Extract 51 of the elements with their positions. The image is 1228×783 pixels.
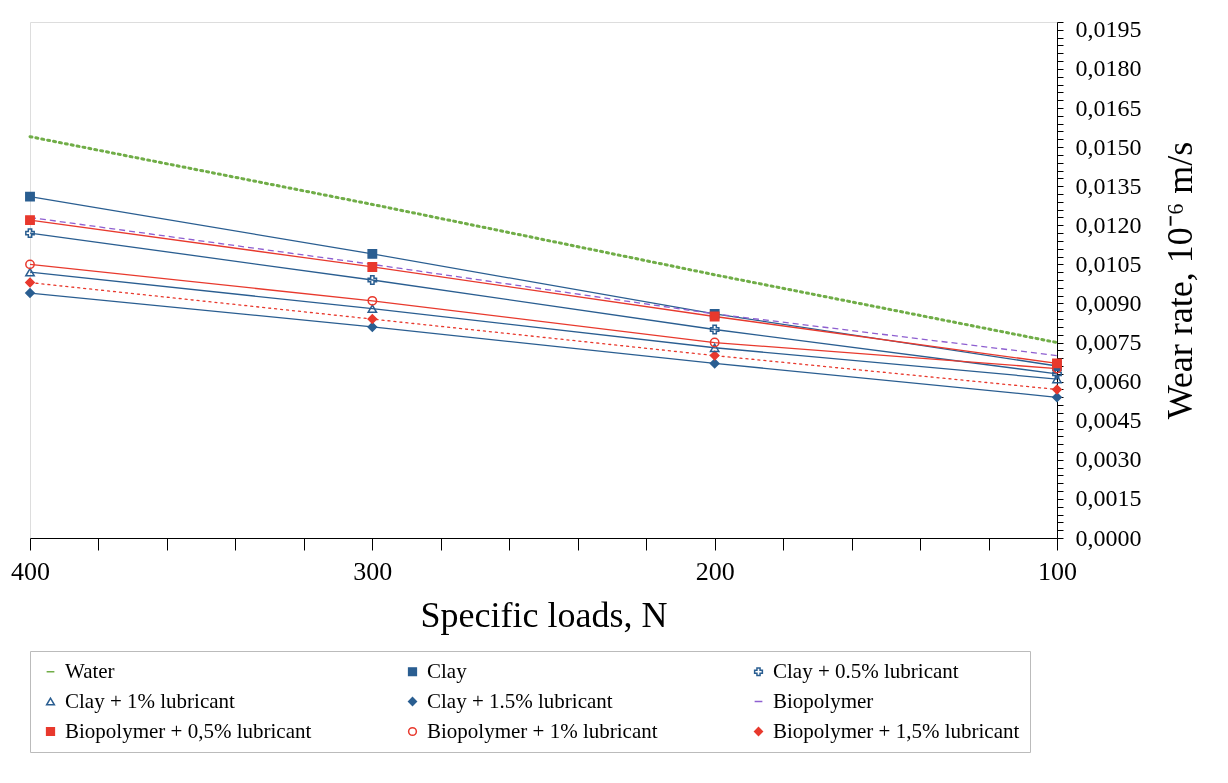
y-tick-label: 0,0180 <box>1075 55 1142 82</box>
legend-label: Biopolymer + 1% lubricant <box>427 718 658 743</box>
point <box>25 228 35 239</box>
point <box>1052 374 1062 384</box>
legend-label: Water <box>65 658 115 683</box>
point <box>709 343 720 353</box>
y-tick-label: 0,0195 <box>1075 16 1142 43</box>
legend-label: Biopolymer + 1,5% lubricant <box>773 718 1020 743</box>
y-tick-label: 0,0105 <box>1075 250 1142 277</box>
point <box>367 304 378 314</box>
line-series <box>28 135 1059 345</box>
y-tick-label: 0,0030 <box>1075 446 1142 473</box>
y-tick-label: 0,0120 <box>1075 211 1142 238</box>
y-tick-label: 0,0060 <box>1075 368 1142 395</box>
legend-label: Clay + 1.5% lubricant <box>427 688 613 713</box>
y-tick-label: 0,0075 <box>1075 329 1142 356</box>
y-axis-title: Wear rate, 10⁻⁶ m/s <box>1159 141 1200 420</box>
legend-label: Biopolymer + 0,5% lubricant <box>65 718 312 743</box>
point <box>1052 384 1062 395</box>
point <box>25 267 35 277</box>
point <box>367 314 378 325</box>
point <box>367 295 378 306</box>
y-tick-label: 0,0165 <box>1075 94 1142 121</box>
point <box>709 337 720 348</box>
y-tick-label: 0,0150 <box>1075 133 1142 160</box>
x-tick-label: 200 <box>695 556 735 586</box>
y-tick-label: 0,0015 <box>1075 485 1142 512</box>
point <box>25 191 35 202</box>
point <box>25 288 35 298</box>
legend-label: Clay + 0.5% lubricant <box>773 658 959 683</box>
x-tick-label: 400 <box>11 556 50 586</box>
y-tick-label: 0,0090 <box>1075 289 1142 316</box>
point <box>25 215 35 225</box>
point <box>709 350 720 361</box>
point <box>367 262 378 272</box>
point <box>1052 392 1062 403</box>
legend-label: Clay + 1% lubricant <box>65 688 236 713</box>
x-axis-title: Specific loads, N <box>420 594 668 635</box>
point <box>367 275 378 285</box>
x-tick-label: 100 <box>1038 556 1077 586</box>
legend-label: Biopolymer <box>773 688 874 713</box>
y-tick-label: 0,0045 <box>1075 407 1142 434</box>
point <box>709 324 720 335</box>
point <box>367 249 378 259</box>
y-tick-label: 0,0135 <box>1075 172 1142 199</box>
point <box>25 259 35 270</box>
point <box>709 358 720 369</box>
point <box>25 277 35 288</box>
legend-label: Clay <box>427 658 468 683</box>
x-tick-label: 300 <box>353 556 393 586</box>
y-tick-label: 0,0000 <box>1075 524 1142 551</box>
